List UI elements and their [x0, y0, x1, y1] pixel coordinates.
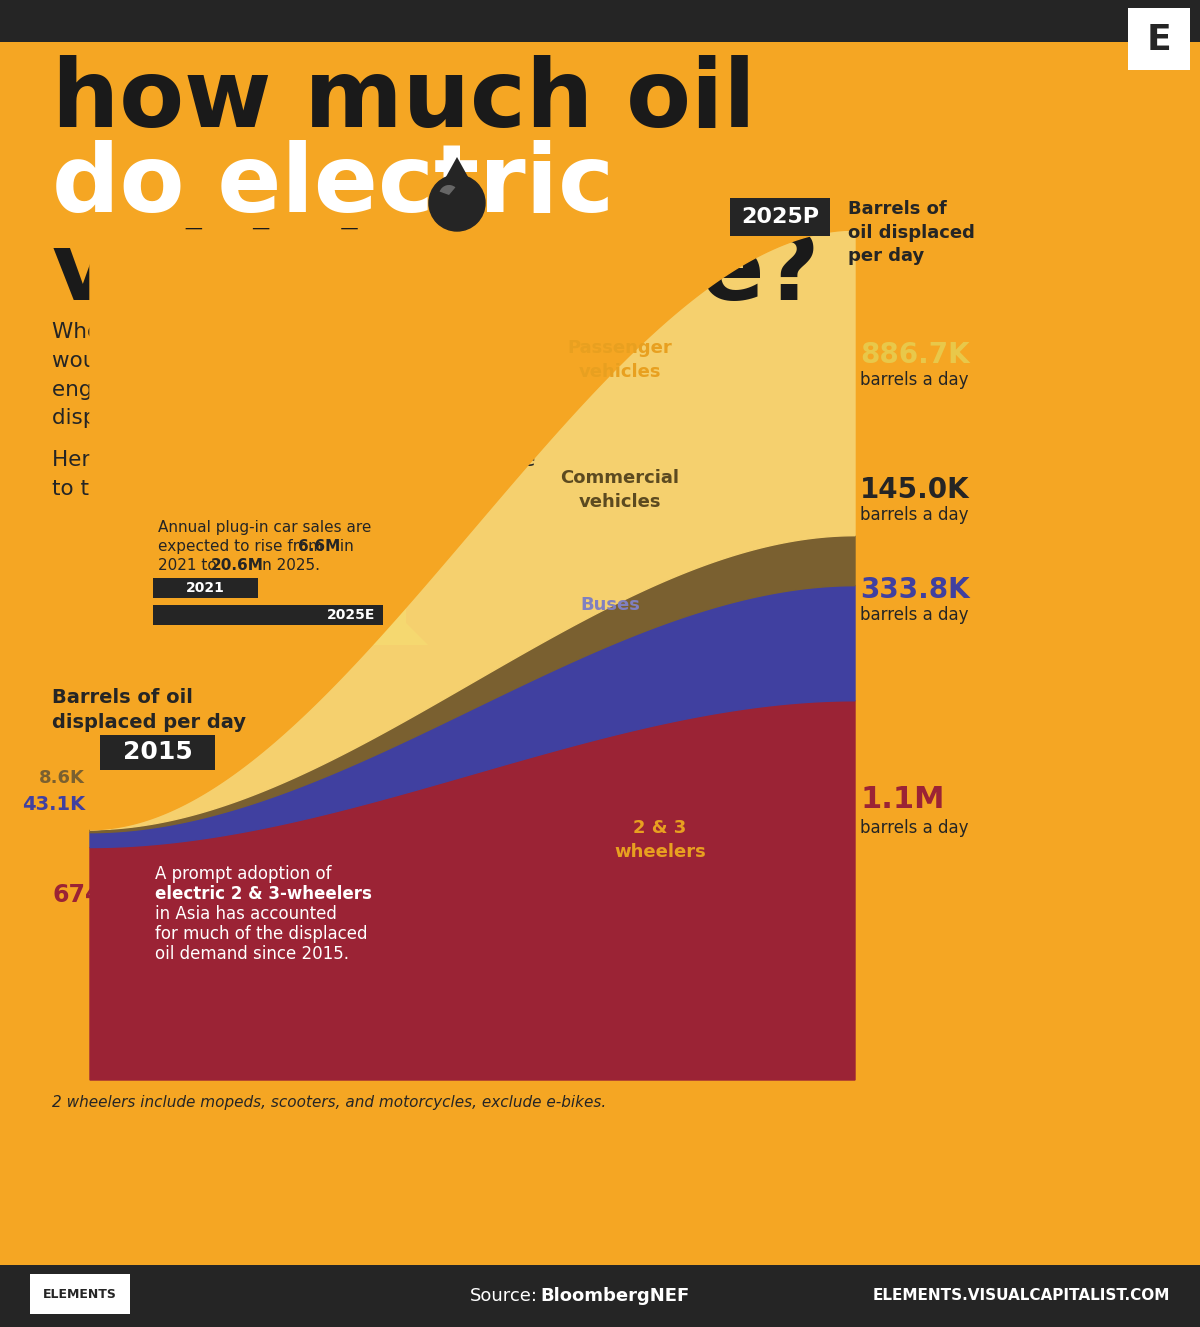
FancyBboxPatch shape [0, 0, 1200, 42]
Text: Buses: Buses [580, 596, 640, 614]
FancyBboxPatch shape [148, 510, 406, 645]
Text: 2015: 2015 [124, 740, 193, 764]
FancyBboxPatch shape [30, 1274, 130, 1314]
Text: 6.6M: 6.6M [298, 539, 341, 553]
Text: ELEMENTS: ELEMENTS [43, 1287, 116, 1300]
Text: Passenger
vehicles: Passenger vehicles [568, 340, 672, 381]
Polygon shape [90, 230, 854, 829]
FancyBboxPatch shape [730, 198, 830, 236]
Text: expected to rise from: expected to rise from [158, 539, 328, 553]
FancyBboxPatch shape [154, 605, 383, 625]
Text: Barrels of oil
displaced per day: Barrels of oil displaced per day [52, 687, 246, 733]
Text: barrels a day: barrels a day [860, 372, 968, 389]
Text: ELEMENTS.VISUALCAPITALIST.COM: ELEMENTS.VISUALCAPITALIST.COM [872, 1289, 1170, 1303]
Text: for much of the displaced: for much of the displaced [155, 925, 367, 943]
FancyBboxPatch shape [100, 735, 215, 770]
Polygon shape [90, 230, 854, 829]
Circle shape [430, 175, 485, 231]
Text: Barrels of
oil displaced
per day: Barrels of oil displaced per day [848, 200, 974, 265]
Text: electric 2 & 3-wheelers: electric 2 & 3-wheelers [155, 885, 372, 902]
FancyBboxPatch shape [154, 579, 258, 598]
Text: Commercial
vehicles: Commercial vehicles [560, 470, 679, 511]
FancyBboxPatch shape [1128, 8, 1190, 70]
Text: 2 & 3
wheelers: 2 & 3 wheelers [614, 819, 706, 861]
Text: 333.8K: 333.8K [860, 576, 970, 604]
Text: When vehicles shift toward electric, the oil that
would have been used by their : When vehicles shift toward electric, the… [52, 322, 560, 429]
Text: A prompt adoption of: A prompt adoption of [155, 865, 331, 882]
Polygon shape [437, 157, 478, 192]
Text: in: in [335, 539, 354, 553]
Polygon shape [406, 622, 428, 645]
Text: 20.6M: 20.6M [211, 557, 264, 573]
Text: barrels a day: barrels a day [860, 506, 968, 524]
Text: 2021 to: 2021 to [158, 557, 222, 573]
Text: Here is how different types of EVs contribute
to that displacement.: Here is how different types of EVs contr… [52, 450, 535, 499]
Text: in 2025.: in 2025. [253, 557, 320, 573]
Text: 2021: 2021 [186, 581, 224, 594]
Polygon shape [90, 701, 854, 1080]
Text: 2025E: 2025E [326, 608, 374, 622]
Text: 2 wheelers include mopeds, scooters, and motorcycles, exclude e-bikes.: 2 wheelers include mopeds, scooters, and… [52, 1095, 606, 1109]
Polygon shape [90, 536, 854, 832]
Text: 674.3K: 674.3K [52, 882, 145, 906]
Text: BloombergNEF: BloombergNEF [540, 1287, 689, 1304]
Text: Source:: Source: [470, 1287, 538, 1304]
Text: 8.6K: 8.6K [40, 770, 85, 787]
Text: in Asia has accounted: in Asia has accounted [155, 905, 337, 924]
Text: 43.1K: 43.1K [22, 795, 85, 815]
Text: 886.7K: 886.7K [860, 341, 970, 369]
Text: 1.1M: 1.1M [860, 786, 944, 815]
Text: barrels a day: barrels a day [860, 819, 968, 837]
Text: vehicles save?: vehicles save? [52, 228, 820, 320]
Text: 145.0K: 145.0K [860, 476, 970, 504]
FancyBboxPatch shape [0, 1265, 1200, 1327]
Text: how much oil: how much oil [52, 54, 756, 147]
Polygon shape [90, 585, 854, 848]
Text: E: E [1147, 23, 1171, 57]
Text: oil demand since 2015.: oil demand since 2015. [155, 945, 349, 963]
Text: 2025P: 2025P [742, 207, 818, 227]
Text: Annual plug-in car sales are: Annual plug-in car sales are [158, 520, 371, 535]
Wedge shape [439, 184, 456, 195]
Text: do electric: do electric [52, 141, 614, 232]
Text: barrels a day: barrels a day [860, 606, 968, 624]
